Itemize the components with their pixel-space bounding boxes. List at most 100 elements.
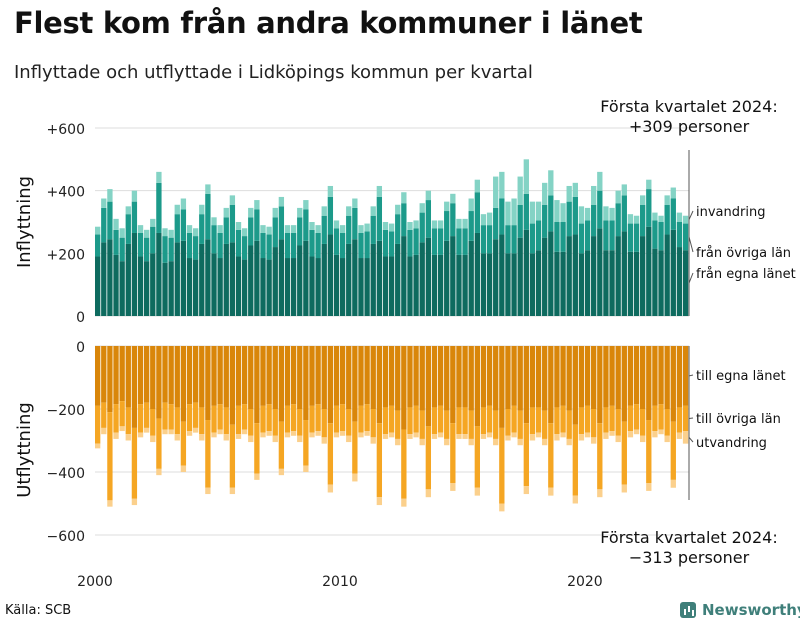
series-label-connector <box>688 210 694 220</box>
bar-segment <box>303 200 309 210</box>
bar-segment <box>493 346 499 411</box>
bar-segment <box>150 218 156 227</box>
bar-segment <box>382 434 389 439</box>
bar-segment <box>584 405 591 433</box>
bar-segment <box>640 204 646 237</box>
bar-segment <box>652 431 658 438</box>
series-label-connector <box>688 374 694 377</box>
bar-segment <box>554 434 560 441</box>
bar-segment <box>480 253 487 316</box>
bar-segment <box>609 431 615 436</box>
bar-segment <box>578 407 585 435</box>
bar-segment <box>388 432 395 438</box>
bar-segment <box>603 250 609 316</box>
bar-segment <box>462 346 468 408</box>
bar-segment <box>95 226 101 235</box>
bar-segment <box>670 229 676 316</box>
bar-segment <box>315 232 321 259</box>
series-label: invandring <box>696 205 765 220</box>
bar-segment <box>205 193 211 240</box>
bar-segment <box>609 207 615 221</box>
bar-segment <box>413 254 419 316</box>
bar-segment <box>309 405 315 433</box>
bar-segment <box>235 434 242 439</box>
bar-segment <box>407 256 413 316</box>
bar-segment <box>321 206 327 216</box>
bar-segment <box>137 232 144 257</box>
bar-segment <box>101 242 107 316</box>
bar-segment <box>658 222 664 251</box>
bar-segment <box>174 242 180 316</box>
bar-segment <box>615 203 621 237</box>
bar-segment <box>640 409 646 436</box>
bar-segment <box>180 240 187 316</box>
bar-segment <box>235 405 242 435</box>
bar-segment <box>431 346 438 408</box>
bar-segment <box>199 407 205 435</box>
bar-segment <box>217 258 223 316</box>
bar-segment <box>358 405 364 433</box>
bar-segment <box>529 223 536 254</box>
bar-segment <box>517 438 523 446</box>
bar-segment <box>646 483 652 491</box>
bar-segment <box>523 486 529 495</box>
bar-segment <box>664 234 670 316</box>
bar-segment <box>578 253 585 316</box>
bar-segment <box>548 195 554 232</box>
bar-segment <box>260 225 266 233</box>
bar-segment <box>150 226 156 254</box>
bar-segment <box>309 256 315 316</box>
bar-segment <box>364 431 370 436</box>
bar-segment <box>480 214 487 226</box>
bar-segment <box>450 346 456 424</box>
bar-segment <box>346 243 352 316</box>
bar-segment <box>603 432 609 439</box>
bar-segment <box>493 207 499 240</box>
bar-segment <box>137 404 144 433</box>
bar-segment <box>162 346 168 403</box>
bar-segment <box>646 346 652 421</box>
bar-segment <box>560 346 566 406</box>
bar-segment <box>192 402 199 428</box>
bar-segment <box>199 346 205 408</box>
bar-segment <box>205 487 211 495</box>
bar-segment <box>597 190 603 229</box>
bar-segment <box>437 346 444 406</box>
bar-segment <box>682 431 689 444</box>
bar-segment <box>333 228 340 255</box>
bar-segment <box>113 254 119 316</box>
bar-segment <box>260 405 266 433</box>
bar-segment <box>444 201 450 212</box>
bar-segment <box>523 193 529 230</box>
bar-segment <box>591 236 597 316</box>
bar-segment <box>609 346 615 406</box>
bar-segment <box>554 346 560 408</box>
bar-segment <box>658 346 664 405</box>
bar-segment <box>474 192 480 233</box>
bar-segment <box>131 346 138 428</box>
bar-segment <box>370 437 376 444</box>
bar-segment <box>168 229 174 238</box>
bar-segment <box>486 405 493 433</box>
bar-segment <box>352 198 358 208</box>
bar-segment <box>529 253 536 316</box>
bar-segment <box>339 431 346 436</box>
bar-segment <box>260 258 266 316</box>
bar-segment <box>315 404 321 432</box>
bar-segment <box>205 184 211 194</box>
bar-segment <box>137 346 144 405</box>
bar-segment <box>241 236 248 260</box>
bar-segment <box>272 346 278 409</box>
bar-segment <box>370 215 376 244</box>
bar-segment <box>523 229 529 316</box>
bar-segment <box>119 426 125 432</box>
bar-segment <box>125 243 131 316</box>
series-label: utvandring <box>696 436 767 451</box>
bar-segment <box>346 435 352 443</box>
bar-segment <box>633 215 640 224</box>
bar-segment <box>192 346 199 403</box>
bar-segment <box>272 409 278 436</box>
bar-segment <box>646 179 652 190</box>
bar-segment <box>254 423 260 474</box>
